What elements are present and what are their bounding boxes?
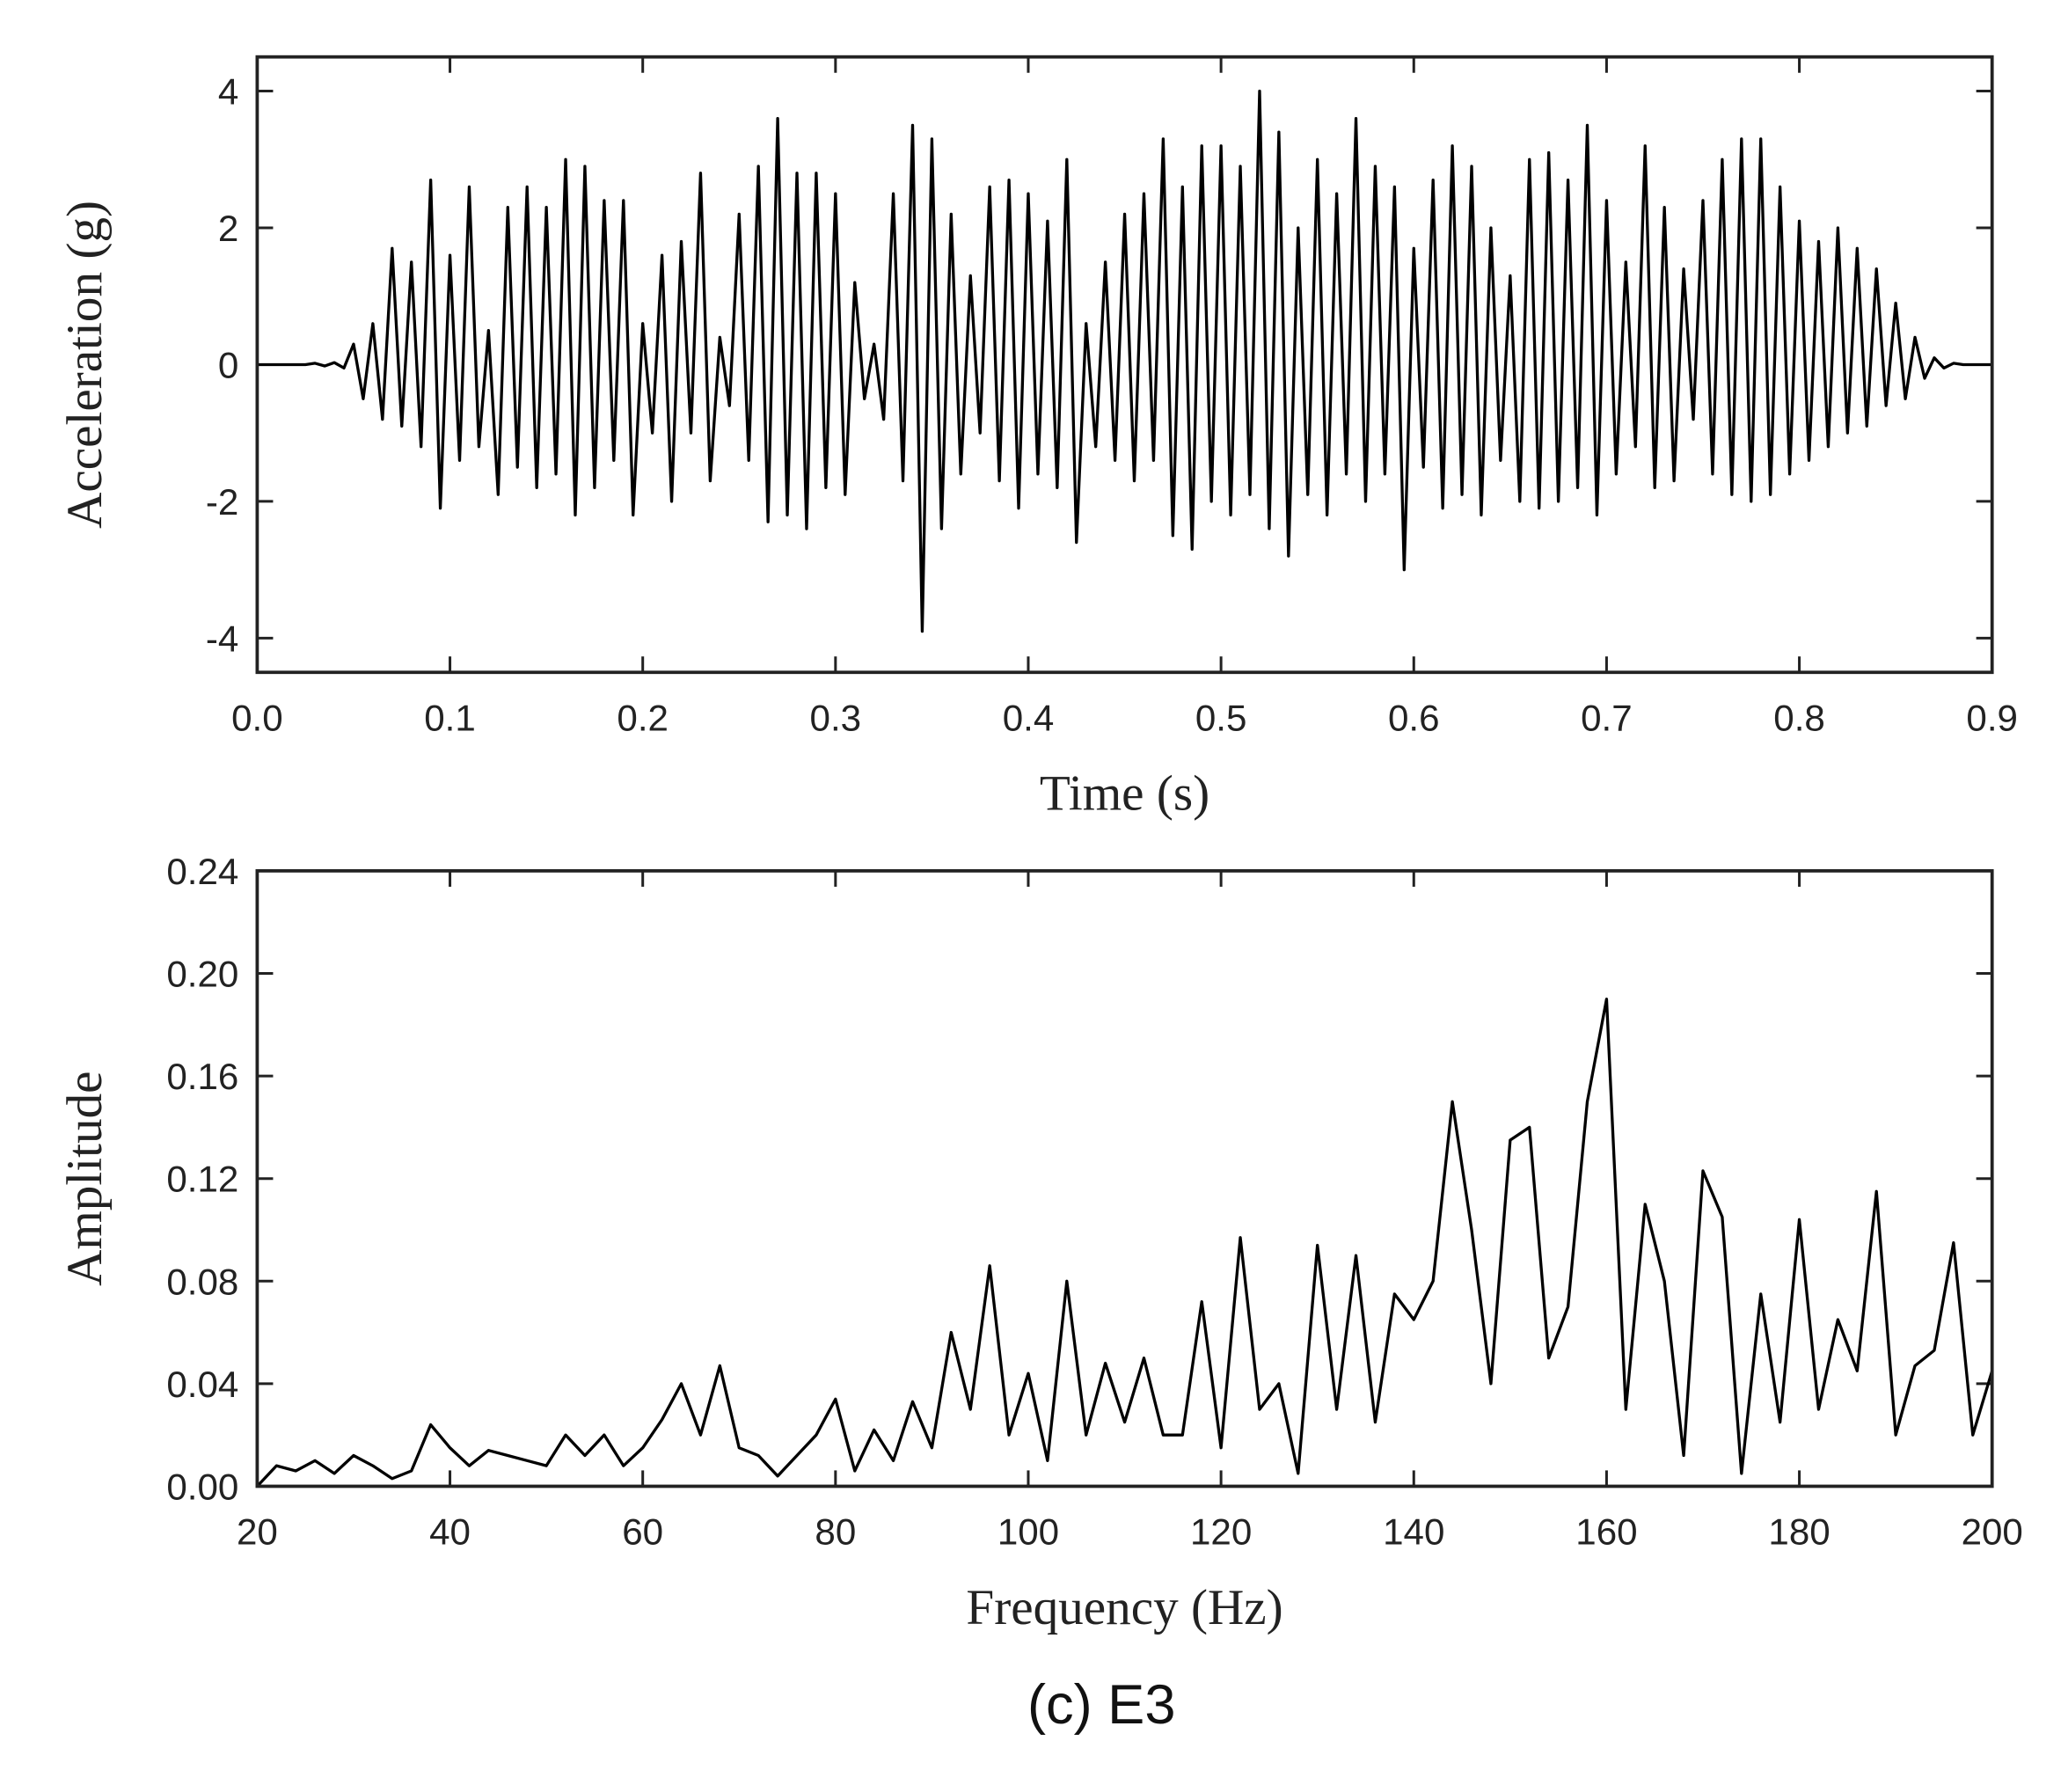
x-tick-label: 0.4: [1003, 697, 1055, 738]
x-axis-title: Frequency (Hz): [966, 1580, 1282, 1635]
signal-line: [257, 89, 1992, 633]
y-tick-label: 0.08: [166, 1261, 238, 1302]
x-tick-label: 0.6: [1388, 697, 1440, 738]
y-tick-label: 0.20: [166, 954, 238, 995]
y-tick-label: 0.16: [166, 1056, 238, 1097]
x-tick-label: 60: [622, 1511, 663, 1553]
caption: (c) E3: [1027, 1674, 1175, 1736]
x-tick-label: 0.7: [1581, 697, 1633, 738]
x-tick-label: 0.1: [424, 697, 476, 738]
y-tick-label: 0: [218, 345, 238, 386]
x-tick-label: 0.0: [231, 697, 283, 738]
x-tick-label: 180: [1768, 1511, 1830, 1553]
y-tick-label: -4: [206, 618, 238, 659]
y-tick-label: 2: [218, 208, 238, 249]
y-tick-label: -2: [206, 481, 238, 523]
signal-line: [256, 998, 1994, 1488]
y-tick-label: 0.12: [166, 1159, 238, 1200]
x-tick-label: 120: [1190, 1511, 1252, 1553]
x-tick-label: 0.9: [1966, 697, 2018, 738]
x-tick-label: 200: [1962, 1511, 2023, 1553]
y-axis-title: Amplitude: [57, 1071, 113, 1285]
y-axis-title: Acceleration (g): [57, 201, 113, 529]
y-tick-label: 0.24: [166, 851, 238, 892]
x-tick-label: 140: [1383, 1511, 1444, 1553]
x-axis-title: Time (s): [1040, 766, 1209, 822]
y-tick-label: 0.00: [166, 1467, 238, 1508]
x-tick-label: 20: [237, 1511, 278, 1553]
x-tick-label: 40: [429, 1511, 471, 1553]
y-tick-label: 4: [218, 71, 238, 113]
plot-frame: [255, 869, 1994, 1488]
x-tick-label: 100: [997, 1511, 1059, 1553]
y-tick-label: 0.04: [166, 1364, 238, 1405]
plot-frame: [255, 55, 1994, 675]
x-tick-label: 0.2: [617, 697, 669, 738]
x-tick-label: 80: [815, 1511, 856, 1553]
x-tick-label: 160: [1575, 1511, 1637, 1553]
x-tick-label: 0.3: [810, 697, 862, 738]
x-tick-label: 0.5: [1195, 697, 1247, 738]
x-tick-label: 0.8: [1773, 697, 1825, 738]
